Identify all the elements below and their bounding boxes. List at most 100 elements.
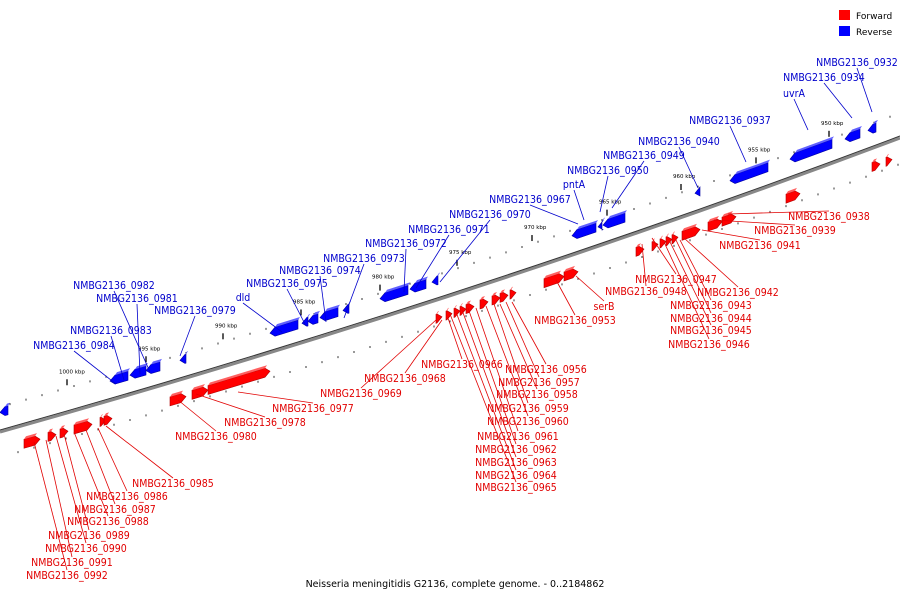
reverse-gene-arrow-18-top (735, 159, 770, 175)
leader-nmbg2136-0932 (856, 67, 873, 113)
forward-gene-arrow-2-body (47, 431, 57, 442)
leader-nmbg2136-0987 (85, 429, 116, 505)
forward-gene-arrow-11-body (445, 310, 453, 321)
reverse-gene-arrow-18-body (729, 162, 769, 184)
reverse-gene-arrow-4 (145, 358, 162, 374)
forward-gene-arrow-12-body (453, 307, 461, 318)
forward-gene-arrow-30-top (872, 158, 877, 163)
gene-label-nmbg2136-0945: NMBG2136_0945 (670, 325, 752, 337)
gene-label-nmbg2136-0991: NMBG2136_0991 (31, 557, 113, 569)
leader-pnta (573, 189, 585, 221)
gene-label-serb: serB (593, 301, 614, 313)
forward-gene-arrow-21-top (636, 243, 641, 248)
reverse-gene-arrow-3-body (129, 365, 147, 379)
tick-label-980-kbp: 980 kbp (372, 275, 395, 281)
leader-nmbg2136-0985 (105, 425, 174, 479)
legend: Forward Reverse (839, 10, 893, 38)
reverse-gene-arrow-20 (844, 125, 862, 143)
reverse-gene-arrow-20-top (850, 125, 862, 133)
forward-gene-arrow-19 (543, 270, 565, 289)
reverse-gene-arrow-13 (431, 272, 440, 286)
forward-gene-arrow-7 (169, 390, 187, 407)
gene-label-nmbg2136-0981: NMBG2136_0981 (96, 293, 178, 305)
reverse-gene-arrow-2-top (115, 368, 130, 376)
forward-gene-arrow-29 (785, 187, 801, 204)
gene-label-nmbg2136-0943: NMBG2136_0943 (670, 300, 752, 312)
forward-gene-arrow-21-body (635, 245, 645, 257)
forward-gene-arrow-22 (651, 238, 659, 252)
leader-nmbg2136-0988 (73, 431, 109, 517)
label-leader-lines (33, 67, 873, 571)
forward-gene-arrow-12-top (454, 305, 457, 309)
leader-nmbg2136-0946 (663, 241, 710, 340)
forward-gene-arrow-2-top (48, 428, 53, 433)
reverse-gene-arrow-6-body (269, 319, 299, 337)
leader-nmbg2136-0943 (679, 239, 712, 301)
reverse-gene-arrow-17 (694, 183, 702, 197)
forward-gene-arrow-26 (681, 223, 701, 241)
gene-label-nmbg2136-0990: NMBG2136_0990 (45, 543, 127, 555)
reverse-gene-arrow-21-body (867, 122, 877, 134)
gene-label-nmbg2136-0964: NMBG2136_0964 (475, 470, 557, 482)
forward-gene-arrow-17-body (499, 292, 509, 303)
reverse-gene-arrow-5-body (179, 353, 187, 364)
gene-label-nmbg2136-0950: NMBG2136_0950 (567, 165, 649, 177)
forward-gene-arrow-23 (659, 235, 667, 249)
dotted-guides (9, 115, 899, 454)
forward-swatch (839, 10, 850, 20)
gene-label-nmbg2136-0957: NMBG2136_0957 (498, 377, 580, 389)
forward-gene-arrow-8 (191, 384, 209, 400)
tick-label-970-kbp: 970 kbp (524, 225, 547, 231)
leader-nmbg2136-0967 (529, 204, 579, 225)
forward-gene-arrow-10-top (436, 310, 439, 315)
reverse-gene-arrow-5-top (185, 351, 188, 355)
gene-label-nmbg2136-0960: NMBG2136_0960 (487, 416, 569, 428)
forward-gene-arrow-6 (103, 412, 113, 426)
tick-label-960-kbp: 960 kbp (673, 174, 696, 180)
forward-gene-arrow-10-body (435, 313, 443, 324)
forward-gene-arrow-7-top (170, 390, 183, 397)
reverse-gene-arrow-7-body (301, 316, 309, 327)
forward-gene-arrow-31 (885, 153, 893, 167)
genome-caption: Neisseria meningitidis G2136, complete g… (306, 579, 605, 590)
leader-nmbg2136-0991 (45, 439, 73, 558)
gene-label-nmbg2136-0978: NMBG2136_0978 (224, 417, 306, 429)
leader-nmbg2136-0980 (177, 399, 217, 432)
gene-labels: NMBG2136_0932 NMBG2136_0934 uvrA NMBG2136_0… (26, 57, 898, 582)
tick-label-955-kbp: 955 kbp (748, 147, 771, 153)
forward-gene-arrow-15 (479, 295, 489, 310)
forward-gene-arrow-30 (871, 158, 881, 172)
leader-nmbg2136-0960 (485, 305, 529, 417)
forward-gene-arrow-11-top (446, 307, 449, 312)
leader-nmbg2136-0972 (403, 248, 407, 293)
leader-nmbg2136-0983 (110, 335, 125, 381)
gene-label-nmbg2136-0974: NMBG2136_0974 (279, 265, 361, 277)
forward-gene-arrow-20 (563, 265, 579, 282)
tick-label-975-kbp: 975 kbp (449, 250, 472, 256)
gene-label-nmbg2136-0961: NMBG2136_0961 (477, 431, 559, 443)
leader-nmbg2136-0937 (729, 125, 747, 163)
leader-nmbg2136-0949 (611, 160, 645, 209)
reverse-gene-arrow-12 (409, 276, 428, 293)
leader-nmbg2136-0977 (237, 391, 314, 404)
reverse-gene-arrow-18 (729, 159, 770, 184)
gene-label-nmbg2136-0992: NMBG2136_0992 (26, 570, 108, 582)
gene-label-nmbg2136-0970: NMBG2136_0970 (449, 209, 531, 221)
forward-gene-arrow-3-body (59, 427, 69, 439)
reverse-gene-arrow-16-body (602, 212, 626, 229)
leader-nmbg2136-0962 (467, 307, 517, 445)
forward-gene-arrow-21 (635, 243, 645, 257)
reverse-gene-arrow-9-top (325, 304, 340, 312)
forward-gene-arrow-12 (453, 305, 461, 318)
leader-nmbg2136-0934 (823, 82, 853, 119)
leader-nmbg2136-0940 (678, 146, 699, 189)
legend-forward: Forward (856, 12, 892, 22)
leader-nmbg2136-0978 (195, 393, 266, 418)
gene-label-nmbg2136-0939: NMBG2136_0939 (754, 225, 836, 237)
forward-gene-arrow-6-body (103, 415, 113, 426)
leader-nmbg2136-0971 (415, 234, 450, 289)
reverse-gene-arrow-15-top (602, 217, 605, 222)
leader-nmbg2136-0986 (97, 427, 128, 492)
gene-label-nmbg2136-0944: NMBG2136_0944 (670, 313, 752, 325)
gene-arrows (0, 120, 893, 449)
